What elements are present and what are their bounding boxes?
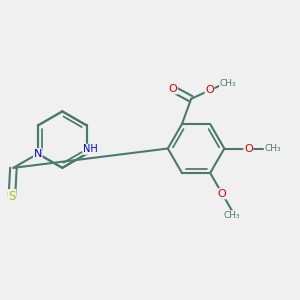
Text: NH: NH xyxy=(83,144,98,154)
Text: O: O xyxy=(244,143,253,154)
Text: CH₃: CH₃ xyxy=(264,144,281,153)
Text: S: S xyxy=(8,190,16,202)
Text: CH₃: CH₃ xyxy=(220,79,236,88)
Text: O: O xyxy=(205,85,214,95)
Text: N: N xyxy=(34,149,42,159)
Text: CH₃: CH₃ xyxy=(224,211,240,220)
Text: O: O xyxy=(218,189,226,199)
Text: O: O xyxy=(168,84,177,94)
